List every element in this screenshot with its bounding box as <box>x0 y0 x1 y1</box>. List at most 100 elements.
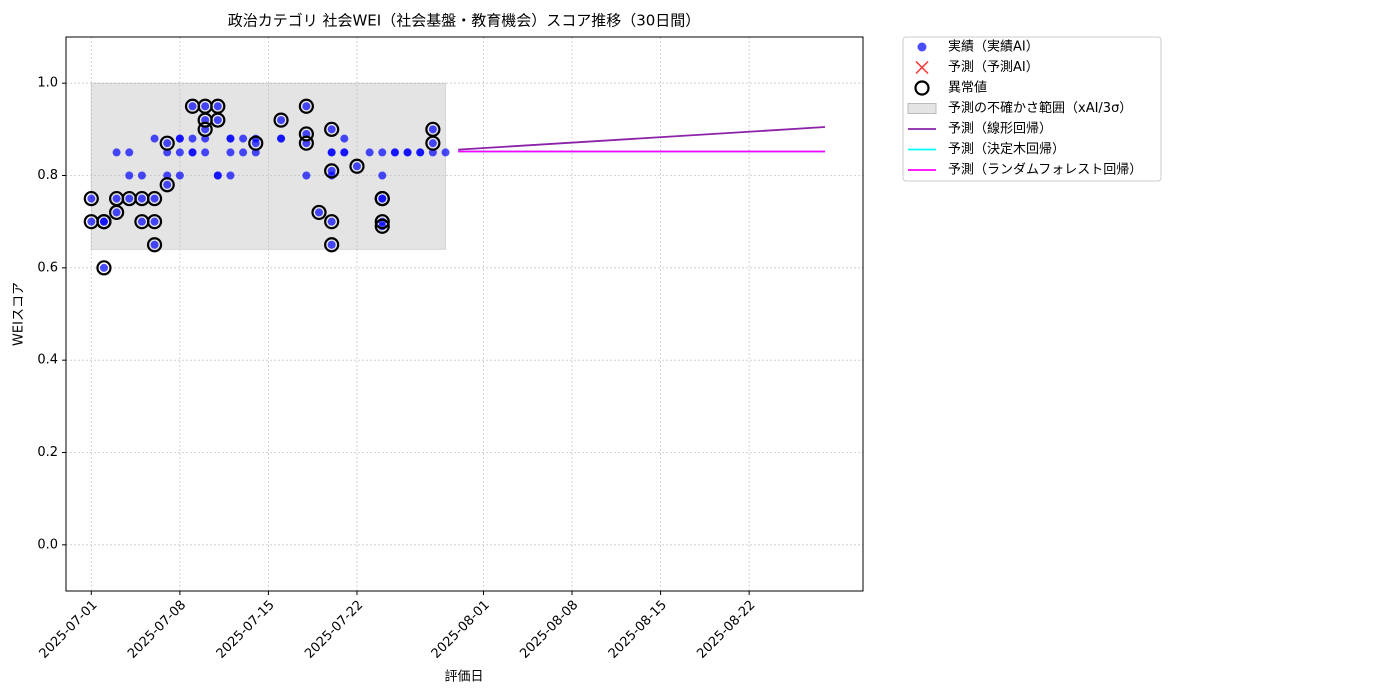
actual-point <box>137 171 146 180</box>
anomaly-marker <box>298 98 314 114</box>
actual-point <box>340 134 349 143</box>
anomaly-marker <box>324 121 340 137</box>
anomaly-marker <box>96 260 112 276</box>
anomaly-marker <box>324 163 340 179</box>
legend-swatch <box>915 60 929 75</box>
anomaly-marker <box>374 218 390 234</box>
anomaly-marker <box>349 158 365 174</box>
actual-point <box>99 217 108 226</box>
anomaly-marker <box>374 214 390 230</box>
legend-label: 実績（実績AI） <box>948 39 1039 55</box>
actual-point <box>137 194 146 203</box>
anomaly-marker <box>159 177 175 193</box>
anomaly-marker <box>109 204 125 221</box>
y-tick-label: 0.4 <box>37 353 58 368</box>
prediction-line <box>458 126 826 151</box>
actual-point <box>327 148 336 157</box>
actual-point <box>403 148 412 157</box>
actual-point <box>239 148 248 157</box>
chart-title: 政治カテゴリ 社会WEI（社会基盤・教育機会）スコア推移（30日間） <box>228 12 701 30</box>
anomaly-marker <box>83 190 99 207</box>
actual-point <box>378 148 387 157</box>
anomaly-marker <box>96 214 112 230</box>
actual-point <box>428 125 437 134</box>
actual-point <box>150 194 159 203</box>
y-tick-label: 0.2 <box>37 445 58 460</box>
anomaly-marker <box>324 237 340 253</box>
actual-point <box>340 148 349 157</box>
actual-point <box>378 194 387 203</box>
actual-point <box>378 171 387 180</box>
x-tick-label: 2025-08-01 <box>429 598 493 662</box>
actual-point <box>239 134 248 143</box>
actual-point <box>163 139 172 148</box>
anomaly-marker <box>146 190 163 207</box>
actual-point <box>188 134 197 143</box>
actual-point <box>201 148 210 157</box>
actual-point <box>213 102 222 111</box>
actual-point <box>302 171 311 180</box>
actual-point <box>352 162 361 171</box>
actual-point <box>112 208 121 217</box>
legend-label: 予測（予測AI） <box>948 60 1039 75</box>
actual-point <box>226 171 235 180</box>
anomaly-marker <box>197 121 213 137</box>
actual-point <box>188 102 197 111</box>
legend-swatch <box>907 103 937 114</box>
anomaly-marker <box>210 112 226 128</box>
actual-point <box>87 194 96 203</box>
x-tick-label: 2025-08-08 <box>517 598 581 662</box>
actual-point <box>87 217 96 226</box>
anomaly-marker <box>146 237 163 253</box>
x-tick-label: 2025-08-22 <box>694 598 758 662</box>
actual-point <box>163 180 172 189</box>
legend-label: 予測（ランダムフォレスト回帰） <box>948 162 1142 178</box>
legend-box <box>902 36 1162 182</box>
anomaly-marker <box>273 112 289 128</box>
anomaly-marker <box>146 214 163 230</box>
legend-label: 予測（線形回帰） <box>948 121 1052 137</box>
anomaly-marker <box>324 214 340 230</box>
actual-point <box>365 148 374 157</box>
x-tick-label: 2025-07-08 <box>125 598 189 662</box>
actual-point <box>428 139 437 148</box>
actual-point <box>213 116 222 125</box>
actual-point <box>277 134 286 143</box>
y-tick-label: 1.0 <box>37 76 58 91</box>
legend-label: 予測の不確かさ範囲（xAI/3σ） <box>948 100 1132 116</box>
actual-point <box>150 240 159 249</box>
y-axis-label: WEIスコア <box>12 282 27 346</box>
x-tick-label: 2025-07-22 <box>302 598 366 662</box>
actual-point <box>125 148 134 157</box>
actual-point <box>201 102 210 111</box>
anomaly-marker <box>248 135 264 151</box>
actual-point <box>226 148 235 157</box>
actual-point <box>327 217 336 226</box>
actual-point <box>213 171 222 180</box>
actual-point <box>112 194 121 203</box>
actual-point <box>302 102 311 111</box>
legend-swatch <box>917 42 927 52</box>
x-tick-label: 2025-07-15 <box>214 598 278 662</box>
anomaly-marker <box>298 135 314 151</box>
actual-point <box>416 148 425 157</box>
anomaly-marker <box>374 190 390 207</box>
actual-point <box>137 217 146 226</box>
anomaly-marker <box>311 204 327 221</box>
actual-point <box>327 240 336 249</box>
actual-point <box>226 134 235 143</box>
x-tick-label: 2025-08-15 <box>606 598 670 662</box>
actual-point <box>125 171 134 180</box>
anomaly-marker <box>298 126 314 142</box>
actual-point <box>175 171 184 180</box>
legend-label: 予測（決定木回帰） <box>948 141 1065 157</box>
y-tick-label: 0.6 <box>37 260 58 275</box>
actual-point <box>150 134 159 143</box>
x-tick-label: 2025-07-01 <box>37 598 101 662</box>
actual-point <box>125 194 134 203</box>
legend-swatch <box>914 80 930 96</box>
actual-point <box>99 263 108 272</box>
actual-point <box>441 148 450 157</box>
